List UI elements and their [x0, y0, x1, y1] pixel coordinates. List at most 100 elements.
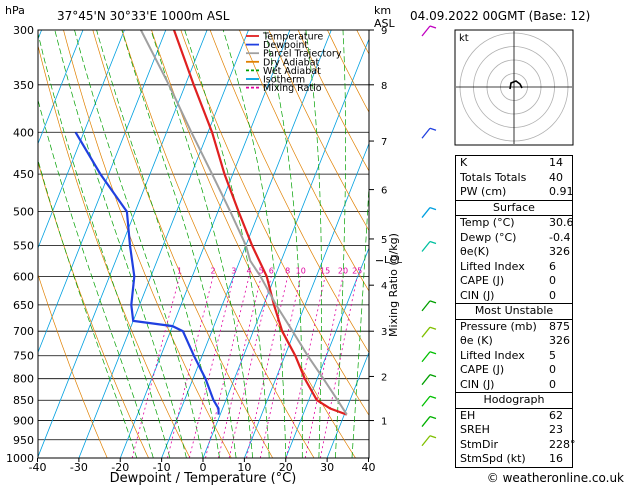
- index-key: K: [460, 156, 468, 169]
- dry-adiabat-line: [268, 30, 369, 232]
- index-key: StmSpd (kt): [460, 452, 526, 465]
- isotherm-line: [38, 30, 125, 249]
- wet-adiabat-line: [264, 30, 303, 458]
- legend-label: Mixing Ratio: [263, 83, 322, 94]
- index-key: PW (cm): [460, 185, 507, 198]
- dry-adiabat-line: [151, 30, 356, 458]
- index-value: 326: [549, 334, 570, 347]
- index-row: CAPE (J) 0: [456, 274, 572, 289]
- index-row: θe(K) 326: [456, 245, 572, 260]
- x-tick-label: 0: [200, 461, 207, 474]
- index-row: StmDir 228°: [456, 437, 576, 453]
- mixing-ratio-line: [246, 276, 289, 458]
- index-key: θe (K): [460, 334, 493, 347]
- pressure-tick-label: 900: [13, 415, 34, 428]
- mixing-ratio-label: 1: [177, 266, 182, 275]
- index-value: 326: [549, 245, 570, 258]
- index-value: 62: [549, 408, 563, 422]
- mixing-ratio-line: [304, 276, 344, 458]
- isotherm-line: [38, 30, 84, 145]
- wind-barb: [421, 207, 431, 218]
- hpa-unit-label: hPa: [5, 4, 25, 17]
- wind-barb: [421, 25, 431, 37]
- index-key: Pressure (mb): [460, 319, 537, 333]
- wind-barb-flag: [429, 435, 437, 439]
- pressure-tick-label: 1000: [6, 452, 34, 465]
- wind-barb-flag: [429, 25, 437, 29]
- isotherm-line: [38, 30, 208, 458]
- km-tick-label: 1: [381, 417, 387, 428]
- index-key: CIN (J): [460, 377, 495, 391]
- series-temperature: [172, 30, 348, 416]
- index-key: θe(K): [460, 245, 490, 258]
- isotherm-line: [326, 351, 369, 458]
- legend-label: Temperature: [262, 32, 323, 43]
- index-value: 0.91: [549, 185, 574, 198]
- km-tick-label: 7: [381, 137, 387, 148]
- dry-adiabat-line: [209, 30, 369, 354]
- index-value: 0: [549, 377, 556, 391]
- wet-adiabat-line: [38, 158, 138, 458]
- index-key: StmDir: [460, 437, 499, 451]
- wind-barb: [421, 241, 431, 252]
- legend-label: Isotherm: [263, 75, 305, 86]
- index-row: Lifted Index 5: [456, 349, 572, 364]
- mixing-ratio-axis-label: Mixing Ratio (g/kg): [387, 233, 400, 337]
- mixing-ratio-line: [218, 276, 262, 458]
- wet-adiabat-line: [184, 30, 270, 458]
- pressure-tick-label: 700: [13, 325, 34, 338]
- index-value: 0: [549, 363, 556, 376]
- wind-barb-flag: [429, 351, 437, 355]
- wind-barb: [421, 374, 431, 386]
- hodograph-kt-label: kt: [459, 33, 469, 44]
- index-key: Temp (°C): [460, 216, 515, 229]
- wet-adiabat-line: [121, 30, 237, 458]
- dry-adiabat-line: [297, 30, 369, 172]
- index-key: CAPE (J): [460, 274, 505, 287]
- wind-barb-flag: [429, 374, 437, 378]
- wet-adiabat-line: [150, 30, 254, 458]
- pressure-tick-label: 550: [13, 239, 34, 252]
- lcl-label: LCL: [384, 255, 403, 266]
- index-key: Lifted Index: [460, 348, 525, 362]
- pressure-tick-label: 600: [13, 270, 34, 283]
- hodograph: kt: [454, 29, 574, 146]
- index-key: CAPE (J): [460, 363, 505, 376]
- mixing-ratio-label: 4: [247, 266, 252, 275]
- index-value: 16: [549, 452, 563, 465]
- index-key: EH: [460, 408, 476, 422]
- index-row: θe (K) 326: [456, 334, 572, 349]
- index-value: 0: [549, 288, 556, 302]
- index-value: 875: [549, 319, 570, 333]
- mixing-ratio-label: 8: [285, 266, 290, 275]
- isotherm-line: [285, 246, 369, 458]
- mixing-ratio-label: 15: [320, 266, 330, 275]
- mixing-ratio-line: [228, 276, 272, 458]
- km-tick-label: 2: [381, 372, 387, 383]
- most-unstable-title: Most Unstable: [456, 304, 572, 320]
- wet-adiabat-line: [74, 30, 204, 458]
- index-key: SREH: [460, 423, 490, 436]
- mixing-ratio-label: 5: [259, 266, 264, 275]
- surface-title: Surface: [456, 201, 572, 216]
- dry-adiabat-line: [180, 30, 369, 416]
- wind-barb-flag: [429, 127, 437, 131]
- wet-adiabat-line: [96, 30, 220, 458]
- wind-barb-flag: [429, 415, 437, 420]
- x-tick-label: -30: [70, 461, 88, 474]
- index-value: 228°: [549, 437, 576, 451]
- wind-barb: [421, 300, 431, 312]
- index-row: CIN (J) 0: [456, 289, 572, 304]
- asl-unit-label: ASL: [374, 17, 396, 30]
- km-tick-label: 9: [381, 26, 387, 37]
- km-tick-label: 6: [381, 186, 387, 197]
- pressure-tick-label: 300: [13, 24, 34, 37]
- index-key: Dewp (°C): [460, 230, 517, 244]
- pressure-tick-label: 500: [13, 206, 34, 219]
- dry-adiabat-line: [38, 273, 108, 458]
- pressure-tick-label: 950: [13, 434, 34, 447]
- isotherm-line: [244, 142, 369, 458]
- index-value: 30.6: [549, 216, 574, 229]
- series-dewpoint: [74, 131, 220, 415]
